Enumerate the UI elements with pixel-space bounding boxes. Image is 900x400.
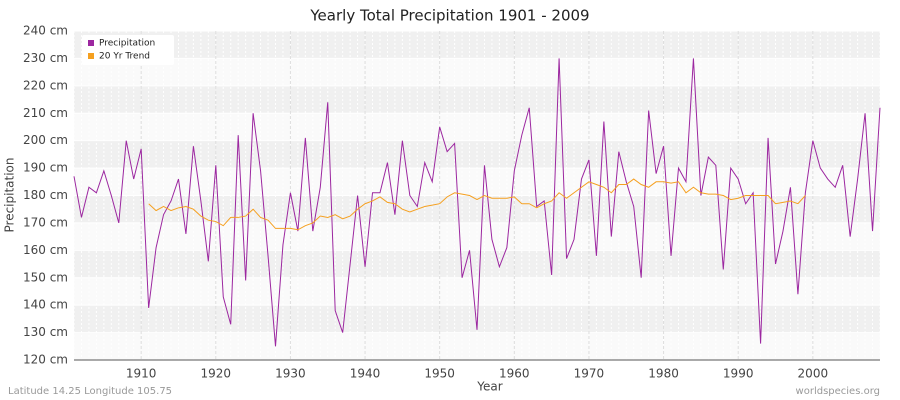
x-tick-label: 1970 (574, 367, 605, 381)
y-tick-label: 160 cm (23, 243, 68, 257)
legend-swatch (88, 53, 94, 59)
x-tick-label: 1940 (350, 367, 381, 381)
y-tick-label: 220 cm (23, 78, 68, 92)
x-tick-label: 1990 (723, 367, 754, 381)
x-tick-label: 1960 (499, 367, 530, 381)
y-tick-label: 140 cm (23, 298, 68, 312)
legend-box (82, 35, 174, 65)
series-line (148, 178, 806, 231)
x-tick-label: 1930 (275, 367, 306, 381)
y-tick-label: 180 cm (23, 188, 68, 202)
y-tick-label: 120 cm (23, 353, 68, 367)
y-tick-label: 230 cm (23, 51, 68, 65)
y-tick-label: 130 cm (23, 325, 68, 339)
y-axis-label: Precipitation (3, 157, 17, 232)
x-tick-label: 1920 (201, 367, 232, 381)
chart-title: Yearly Total Precipitation 1901 - 2009 (309, 7, 589, 25)
y-tick-label: 200 cm (23, 133, 68, 147)
x-tick-label: 1980 (648, 367, 679, 381)
x-tick-label: 1950 (424, 367, 455, 381)
legend-swatch (88, 40, 94, 46)
footer-source: worldspecies.org (796, 386, 880, 397)
series-line (73, 58, 881, 347)
footer-location: Latitude 14.25 Longitude 105.75 (8, 386, 172, 397)
y-tick-label: 170 cm (23, 215, 68, 229)
x-tick-label: 1910 (126, 367, 157, 381)
y-tick-label: 150 cm (23, 270, 68, 284)
x-tick-label: 2000 (798, 367, 829, 381)
legend-label: Precipitation (99, 39, 155, 49)
x-axis-label: Year (476, 380, 502, 394)
legend-label: 20 Yr Trend (99, 52, 150, 62)
y-tick-label: 210 cm (23, 106, 68, 120)
y-tick-label: 240 cm (23, 24, 68, 38)
y-tick-label: 190 cm (23, 161, 68, 175)
